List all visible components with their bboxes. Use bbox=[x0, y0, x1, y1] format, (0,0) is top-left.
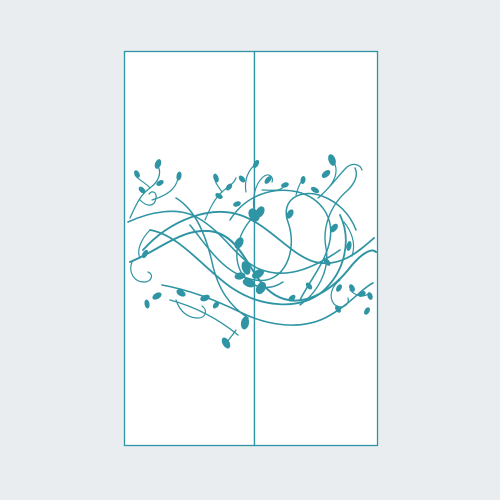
leaf-icon bbox=[346, 241, 352, 251]
vine-stroke bbox=[343, 221, 355, 257]
leaf-icon bbox=[156, 180, 164, 186]
leaf-icon bbox=[221, 337, 231, 349]
leaf-icon bbox=[154, 159, 162, 169]
vine-stroke bbox=[229, 189, 332, 301]
leaf-icon bbox=[134, 170, 140, 178]
leaf-icon bbox=[215, 193, 223, 199]
leaf-icon bbox=[323, 258, 331, 266]
vine-stroke bbox=[138, 229, 151, 259]
leaf-icon bbox=[252, 269, 264, 279]
leaf-icon bbox=[234, 237, 244, 249]
leaf-icon bbox=[305, 282, 313, 290]
leaf-icon bbox=[252, 159, 260, 169]
leaf-icon bbox=[364, 307, 370, 315]
leaf-icon bbox=[367, 292, 373, 300]
leaf-icon bbox=[358, 291, 366, 297]
leaf-icon bbox=[144, 299, 150, 309]
leaf-icon bbox=[286, 209, 294, 219]
leaf-icon bbox=[349, 284, 355, 292]
leaf-icon bbox=[328, 154, 336, 166]
leaf-icon bbox=[241, 261, 251, 275]
vine-stroke bbox=[299, 167, 357, 306]
vine-stroke bbox=[161, 282, 374, 326]
leaf-icon bbox=[234, 272, 246, 280]
leaf-icon bbox=[238, 175, 246, 183]
leaf-icon bbox=[310, 186, 320, 194]
leaf-icon bbox=[213, 173, 219, 183]
vine-stroke bbox=[236, 214, 284, 289]
leaf-icon bbox=[264, 176, 272, 184]
leaf-icon bbox=[176, 171, 182, 181]
leaf-icon bbox=[321, 170, 331, 178]
leaf-icon bbox=[288, 294, 296, 302]
vine-stroke bbox=[317, 163, 363, 199]
swirling-vines-with-leaves-icon bbox=[127, 161, 377, 345]
leaf-icon bbox=[240, 316, 250, 330]
leaf-icon bbox=[281, 182, 289, 188]
vine-stroke bbox=[139, 191, 157, 206]
leaf-icon bbox=[176, 289, 186, 297]
vine-stroke bbox=[189, 192, 357, 282]
leaf-icon bbox=[242, 278, 256, 288]
vine-stroke bbox=[129, 229, 377, 302]
vine-stroke bbox=[151, 177, 179, 201]
leaf-icon bbox=[138, 186, 146, 194]
vine-stroke bbox=[175, 299, 207, 319]
leaf-icon bbox=[255, 281, 267, 295]
leaf-icon bbox=[225, 183, 233, 191]
leaf-icon bbox=[200, 294, 210, 302]
leaf-icon bbox=[336, 284, 342, 292]
leaf-icon bbox=[300, 176, 306, 184]
right-door-panel bbox=[253, 50, 379, 447]
vine-stroke bbox=[175, 197, 249, 319]
leaf-icon bbox=[330, 223, 338, 233]
leaf-icon bbox=[212, 301, 220, 309]
vine-stroke bbox=[330, 279, 349, 308]
leaf-icon bbox=[141, 249, 149, 259]
leaf-icon bbox=[335, 305, 341, 313]
vine-stroke bbox=[142, 211, 375, 265]
vine-stroke bbox=[252, 174, 273, 211]
leaf-icon bbox=[152, 292, 162, 300]
vine-stroke bbox=[130, 261, 153, 283]
vine-stroke bbox=[149, 214, 347, 306]
leaf-cluster bbox=[134, 154, 373, 349]
vine-stroke bbox=[127, 210, 341, 274]
leaf-icon bbox=[233, 201, 241, 207]
door-frame bbox=[123, 50, 379, 447]
leaf-icon bbox=[255, 206, 265, 218]
vine-stroke bbox=[169, 299, 239, 336]
